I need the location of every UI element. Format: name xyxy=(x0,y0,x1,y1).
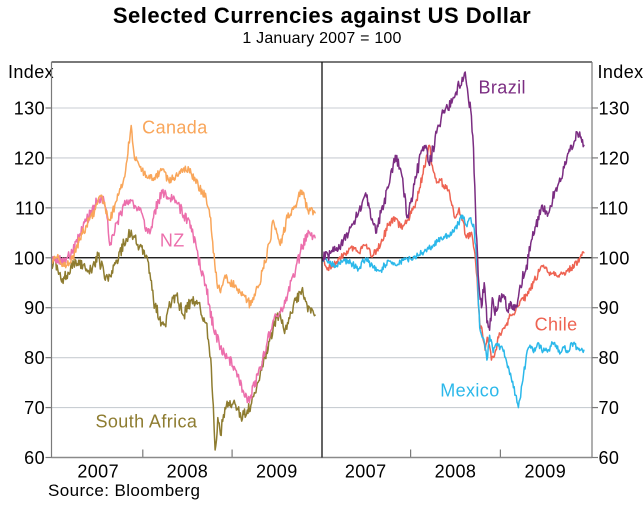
series-line-nz xyxy=(51,188,316,404)
x-axis-year-label: 2009 xyxy=(256,462,298,482)
series-label-canada: Canada xyxy=(142,118,208,138)
y-axis-unit-label-right: Index xyxy=(598,62,644,82)
y-axis-label-left: 80 xyxy=(24,348,45,368)
y-axis-label-left: 130 xyxy=(14,98,45,118)
series-label-nz: NZ xyxy=(160,230,185,250)
y-axis-label-left: 110 xyxy=(15,198,45,218)
series-label-chile: Chile xyxy=(535,315,578,335)
y-axis-label-left: 100 xyxy=(14,248,45,268)
series-label-south-africa: South Africa xyxy=(95,412,197,432)
x-axis-year-label: 2008 xyxy=(435,462,477,482)
y-axis-label-left: 70 xyxy=(24,398,45,418)
y-axis-label-left: 60 xyxy=(24,448,45,468)
y-axis-label-right: 130 xyxy=(599,98,630,118)
series-line-mexico xyxy=(322,214,585,409)
chart-subtitle: 1 January 2007 = 100 xyxy=(242,30,402,47)
series-line-canada xyxy=(51,124,316,309)
y-axis-label-left: 90 xyxy=(24,298,45,318)
x-axis-year-label: 2007 xyxy=(345,462,387,482)
series-line-chile xyxy=(322,144,585,361)
y-axis-label-right: 110 xyxy=(599,198,629,218)
x-axis-year-label: 2008 xyxy=(167,462,209,482)
x-axis-year-label: 2009 xyxy=(524,462,566,482)
x-axis-year-label: 2007 xyxy=(77,462,119,482)
y-axis-unit-label-left: Index xyxy=(8,62,54,82)
y-axis-label-right: 80 xyxy=(599,348,620,368)
chart-title: Selected Currencies against US Dollar xyxy=(112,3,532,28)
y-axis-label-right: 60 xyxy=(599,448,620,468)
y-axis-label-right: 120 xyxy=(599,148,630,168)
y-axis-label-right: 90 xyxy=(599,298,620,318)
series-line-brazil xyxy=(322,71,585,331)
series-label-brazil: Brazil xyxy=(478,78,525,98)
y-axis-label-right: 100 xyxy=(599,248,630,268)
y-axis-label-right: 70 xyxy=(599,398,620,418)
y-axis-label-left: 120 xyxy=(14,148,45,168)
source-note: Source: Bloomberg xyxy=(48,481,201,500)
series-label-mexico: Mexico xyxy=(440,381,499,401)
